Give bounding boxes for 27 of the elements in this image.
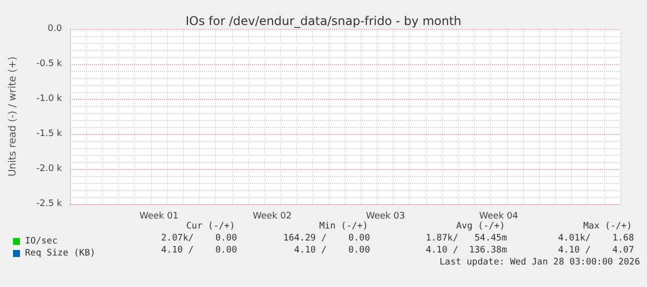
y-tick-label: -1.0 k (36, 94, 63, 104)
x-tick-label: Week 02 (252, 212, 292, 222)
text: 4.01k/ 1.68 (558, 234, 634, 244)
chart-title: IOs for /dev/endur_data/snap-frido - by month (186, 14, 462, 28)
x-tick-label: Week 01 (139, 212, 178, 222)
text: Max (-/+) (583, 222, 632, 232)
text: 2.07k/ 0.00 (161, 234, 237, 244)
x-tick-label: Week 03 (366, 212, 405, 222)
text: 4.10 / 136.38m (426, 246, 508, 256)
text: 1.87k/ 54.45m (426, 234, 508, 244)
y-tick-label: -0.5 k (36, 59, 63, 69)
text: 164.29 / 0.00 (283, 234, 370, 244)
y-axis-title: Units read (-) / write (+) (8, 56, 18, 177)
text: 4.10 / 0.00 (161, 246, 237, 256)
y-tick-label: -2.0 k (36, 164, 63, 174)
text: 4.10 / 0.00 (294, 246, 370, 256)
x-tick-label: Week 04 (479, 212, 518, 222)
legend-label: IO/sec (25, 236, 58, 246)
legend-label: Req Size (KB) (25, 248, 96, 258)
text: Last update: Wed Jan 28 03:00:00 2026 (440, 258, 640, 268)
text: 4.10 / 4.07 (558, 246, 634, 256)
text: Min (-/+) (319, 222, 368, 232)
text: Cur (-/+) (186, 222, 236, 232)
y-tick-label: -1.5 k (36, 129, 63, 139)
y-tick-label: -2.5 k (36, 199, 63, 209)
y-tick-label: 0.0 (48, 24, 62, 34)
text: Avg (-/+) (456, 222, 506, 232)
